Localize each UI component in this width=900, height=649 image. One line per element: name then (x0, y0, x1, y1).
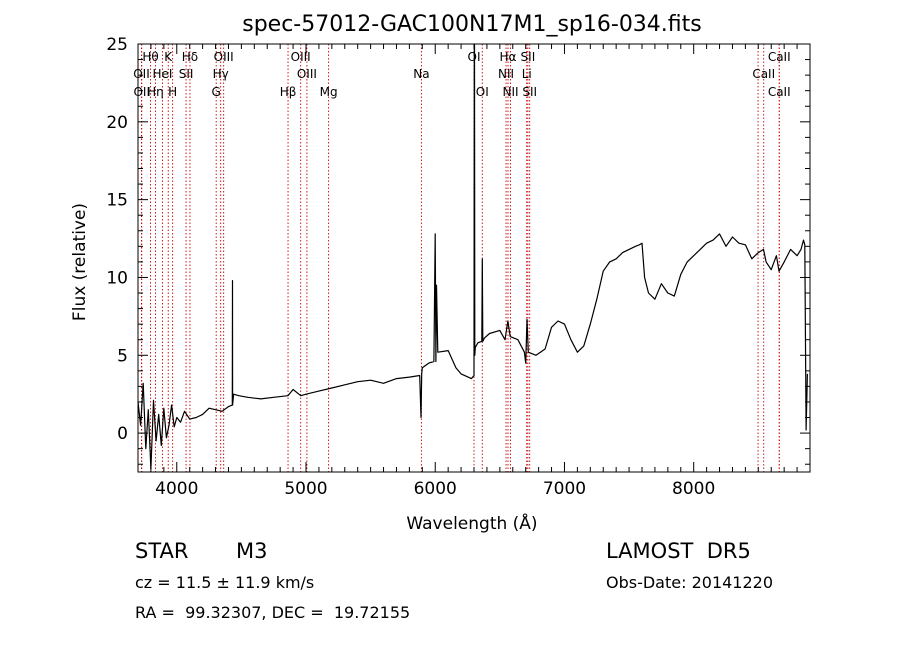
x-tick-label: 6000 (414, 479, 457, 499)
line-label-OIII: OIII (214, 50, 234, 64)
line-label-OIII: OIII (297, 67, 317, 81)
spectral-line-markers (141, 44, 780, 472)
y-tick-label: 10 (106, 268, 128, 288)
spectrum-line (137, 43, 808, 470)
line-label-OIII: OIII (291, 50, 311, 64)
line-label-Hδ: Hδ (182, 50, 198, 64)
line-label-Hβ: Hβ (280, 85, 297, 99)
line-label-Hθ: Hθ (142, 50, 158, 64)
survey-name: LAMOST DR5 (606, 539, 751, 563)
x-tick-label: 5000 (284, 479, 327, 499)
line-label-Hγ: Hγ (213, 67, 229, 81)
line-label-H: H (168, 85, 177, 99)
spectral-line-labels: Hθ K Hδ OIII OIII OI Hα SII CaII OII HeI SII Hγ OIII N… (133, 50, 790, 99)
line-label-CaII: CaII (768, 85, 791, 99)
y-tick-label: 0 (117, 424, 128, 444)
line-label-OI: OI (476, 85, 489, 99)
line-label-SII: SII (522, 85, 537, 99)
line-label-Li: Li (522, 67, 532, 81)
line-label-Hη: Hη (147, 85, 164, 99)
line-label-SII: SII (521, 50, 536, 64)
line-label-Na: Na (413, 67, 429, 81)
coordinates: RA = 99.32307, DEC = 19.72155 (135, 603, 411, 622)
object-class: STAR (135, 539, 189, 563)
line-label-CaII: CaII (752, 67, 775, 81)
line-label-K: K (164, 50, 173, 64)
observation-date: Obs-Date: 20141220 (606, 573, 774, 592)
y-tick-label: 5 (117, 346, 128, 366)
line-label-NII: NII (498, 67, 514, 81)
y-tick-label: 20 (106, 113, 128, 133)
x-axis-label: Wavelength (Å) (406, 512, 537, 534)
chart-title: spec-57012-GAC100N17M1_sp16-034.fits (242, 12, 702, 37)
redshift-cz: cz = 11.5 ± 11.9 km/s (135, 573, 315, 592)
y-axis-label: Flux (relative) (70, 203, 90, 321)
y-tick-label: 25 (106, 35, 128, 55)
x-tick-label: 8000 (672, 479, 715, 499)
y-tick-label: 15 (106, 191, 128, 211)
line-label-Mg: Mg (320, 85, 338, 99)
object-subclass: M3 (236, 539, 268, 563)
line-label-NII: NII (503, 85, 519, 99)
line-label-CaII: CaII (768, 50, 791, 64)
line-label-G: G (212, 85, 221, 99)
x-tick-label: 7000 (543, 479, 586, 499)
x-axis: 4000 5000 6000 7000 8000 (150, 44, 811, 499)
y-axis: 0 5 10 15 20 25 (106, 35, 810, 465)
line-label-SII: SII (179, 67, 194, 81)
x-tick-label: 4000 (155, 479, 198, 499)
line-label-HeI: HeI (152, 67, 172, 81)
line-label-Hα: Hα (500, 50, 517, 64)
line-label-OII: OII (133, 67, 150, 81)
